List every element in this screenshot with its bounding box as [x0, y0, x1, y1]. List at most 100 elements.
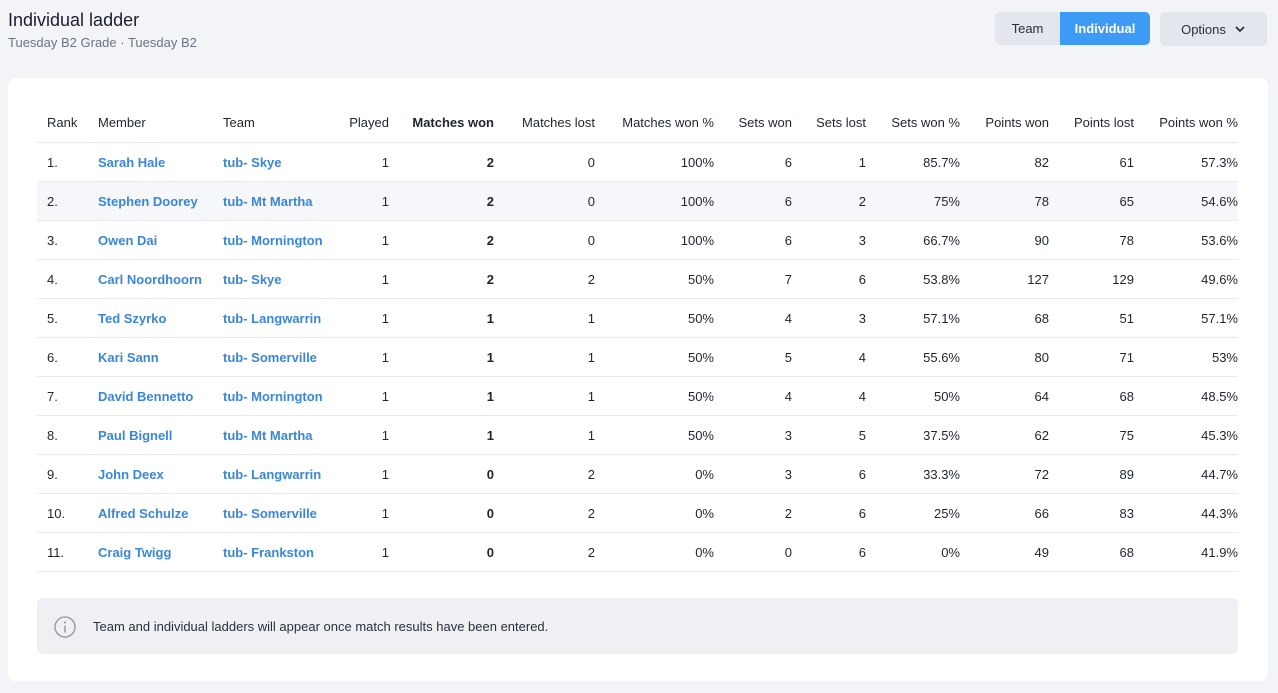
- team-link[interactable]: tub- Langwarrin: [223, 466, 322, 482]
- table-cell: 6: [802, 532, 876, 572]
- table-cell: 78: [1059, 220, 1144, 260]
- table-cell: 3.: [37, 220, 88, 260]
- table-cell: 61: [1059, 142, 1144, 182]
- member-link[interactable]: Paul Bignell: [98, 427, 173, 443]
- team-link[interactable]: tub- Langwarrin: [223, 310, 322, 326]
- member-link[interactable]: Kari Sann: [98, 349, 159, 365]
- table-cell: tub- Mt Martha: [213, 415, 339, 455]
- team-link[interactable]: tub- Skye: [223, 271, 282, 287]
- table-row: 6. Kari Sann tub- Somerville 1 1 1 50% 5 4 55.6% 8…: [37, 337, 1238, 377]
- table-cell: 5.: [37, 298, 88, 338]
- team-link[interactable]: tub- Mt Martha: [223, 193, 313, 209]
- info-icon: [54, 616, 76, 638]
- table-cell: 9.: [37, 454, 88, 494]
- table-cell: 2: [504, 454, 605, 494]
- table-cell: David Bennetto: [88, 376, 213, 416]
- table-cell: 68: [970, 298, 1059, 338]
- table-cell: 6: [802, 493, 876, 533]
- table-cell: 4: [724, 376, 802, 416]
- table-cell: 5: [802, 415, 876, 455]
- team-button[interactable]: Team: [995, 12, 1060, 45]
- table-cell: tub- Skye: [213, 259, 339, 299]
- table-cell: 5: [724, 337, 802, 377]
- member-link[interactable]: Sarah Hale: [98, 154, 166, 170]
- table-cell: Craig Twigg: [88, 532, 213, 572]
- member-link[interactable]: Alfred Schulze: [98, 505, 189, 521]
- team-link[interactable]: tub- Somerville: [223, 505, 317, 521]
- member-link[interactable]: Owen Dai: [98, 232, 158, 248]
- table-cell: 65: [1059, 181, 1144, 221]
- column-header: Sets lost: [816, 115, 866, 130]
- table-cell: 57.1%: [876, 298, 970, 338]
- options-button[interactable]: Options: [1160, 12, 1267, 46]
- table-cell: 6: [724, 220, 802, 260]
- team-link[interactable]: tub- Somerville: [223, 349, 317, 365]
- team-link[interactable]: tub- Skye: [223, 154, 282, 170]
- table-cell: 4.: [37, 259, 88, 299]
- table-cell: 89: [1059, 454, 1144, 494]
- table-cell: 1: [399, 415, 504, 455]
- table-cell: 1: [339, 259, 399, 299]
- table-row: 7. David Bennetto tub- Mornington 1 1 1 50% 4 4 5…: [37, 376, 1238, 416]
- table-cell: 0: [399, 454, 504, 494]
- team-link[interactable]: tub- Mornington: [223, 388, 323, 404]
- table-cell: 2: [802, 181, 876, 221]
- table-cell: 62: [970, 415, 1059, 455]
- member-link[interactable]: Craig Twigg: [98, 544, 172, 560]
- table-cell: 53%: [1144, 337, 1238, 377]
- member-link[interactable]: John Deex: [98, 466, 164, 482]
- individual-button[interactable]: Individual: [1060, 12, 1150, 45]
- table-cell: 90: [970, 220, 1059, 260]
- table-cell: 2: [504, 493, 605, 533]
- table-cell: 49: [970, 532, 1059, 572]
- table-cell: 0%: [605, 493, 724, 533]
- table-cell: 1: [339, 532, 399, 572]
- column-header: Played: [349, 115, 389, 130]
- table-cell: 100%: [605, 142, 724, 182]
- table-cell: 57.1%: [1144, 298, 1238, 338]
- table-cell: 55.6%: [876, 337, 970, 377]
- table-cell: 100%: [605, 181, 724, 221]
- table-cell: 0: [504, 220, 605, 260]
- table-cell: 50%: [605, 259, 724, 299]
- table-cell: Ted Szyrko: [88, 298, 213, 338]
- table-cell: 85.7%: [876, 142, 970, 182]
- team-link[interactable]: tub- Mt Martha: [223, 427, 313, 443]
- column-header: Points won: [985, 115, 1049, 130]
- member-link[interactable]: Stephen Doorey: [98, 193, 198, 209]
- table-cell: tub- Frankston: [213, 532, 339, 572]
- table-cell: 0: [504, 181, 605, 221]
- table-cell: 3: [724, 454, 802, 494]
- table-cell: 6: [724, 142, 802, 182]
- table-cell: 100%: [605, 220, 724, 260]
- table-cell: 4: [724, 298, 802, 338]
- chevron-icon: [1235, 26, 1245, 33]
- table-cell: 3: [802, 220, 876, 260]
- table-cell: Carl Noordhoorn: [88, 259, 213, 299]
- table-cell: 75%: [876, 181, 970, 221]
- table-cell: Stephen Doorey: [88, 181, 213, 221]
- table-cell: tub- Langwarrin: [213, 298, 339, 338]
- table-cell: 82: [970, 142, 1059, 182]
- member-link[interactable]: Carl Noordhoorn: [98, 271, 202, 287]
- table-cell: 1: [504, 415, 605, 455]
- table-cell: 1: [339, 337, 399, 377]
- table-row: 9. John Deex tub- Langwarrin 1 0 2 0% 3 6 33.3% 72…: [37, 454, 1238, 494]
- table-cell: 75: [1059, 415, 1144, 455]
- team-link[interactable]: tub- Frankston: [223, 544, 314, 560]
- table-cell: 68: [1059, 532, 1144, 572]
- table-row: 4. Carl Noordhoorn tub- Skye 1 2 2 50% 7 6 53.8% 1…: [37, 259, 1238, 299]
- member-link[interactable]: Ted Szyrko: [98, 310, 167, 326]
- table-cell: 53.6%: [1144, 220, 1238, 260]
- table-cell: 1: [802, 142, 876, 182]
- table-cell: 2: [399, 142, 504, 182]
- table-cell: 1: [339, 493, 399, 533]
- table-cell: 50%: [605, 415, 724, 455]
- team-link[interactable]: tub- Mornington: [223, 232, 323, 248]
- table-cell: 4: [802, 337, 876, 377]
- member-link[interactable]: David Bennetto: [98, 388, 194, 404]
- table-cell: 54.6%: [1144, 181, 1238, 221]
- table-row: 2. Stephen Doorey tub- Mt Martha 1 2 0 100% 6 2 7…: [37, 181, 1238, 221]
